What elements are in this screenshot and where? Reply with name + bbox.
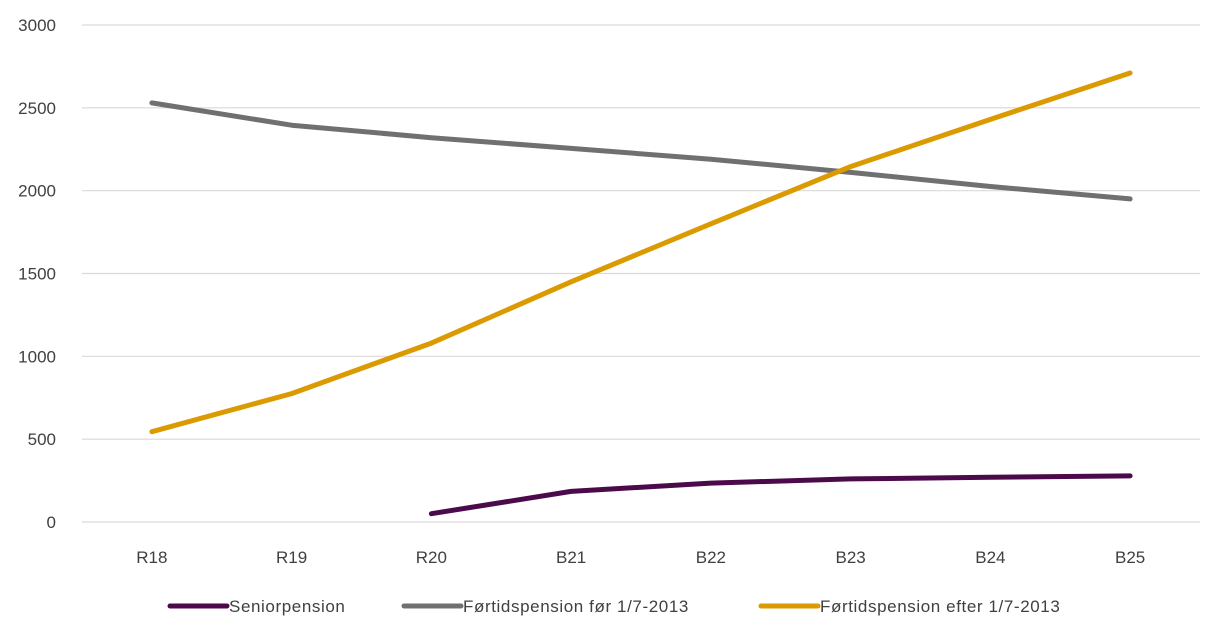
y-tick-label: 1500 <box>18 265 56 284</box>
y-tick-label: 3000 <box>18 16 56 35</box>
x-tick-label: R18 <box>136 548 167 567</box>
y-tick-label: 500 <box>28 430 56 449</box>
x-tick-label: B25 <box>1115 548 1145 567</box>
x-tick-label: R19 <box>276 548 307 567</box>
legend-label-2: Førtidspension efter 1/7-2013 <box>820 597 1060 616</box>
y-tick-label: 1000 <box>18 347 56 366</box>
series-line-0 <box>428 473 1133 517</box>
gridlines <box>82 24 1200 523</box>
series-line-2 <box>149 70 1133 435</box>
x-tick-label: B22 <box>696 548 726 567</box>
x-tick-label: B24 <box>975 548 1005 567</box>
y-tick-label: 2500 <box>18 99 56 118</box>
legend-label-0: Seniorpension <box>229 597 346 616</box>
x-tick-label: B21 <box>556 548 586 567</box>
x-axis-ticks: R18 R19 R20 B21 B22 B23 B24 B25 <box>136 548 1145 567</box>
series-line-1 <box>149 100 1133 202</box>
series-lines <box>149 70 1133 517</box>
legend-label-1: Førtidspension før 1/7-2013 <box>463 597 689 616</box>
y-axis-ticks: 0 500 1000 1500 2000 2500 3000 <box>18 16 56 532</box>
y-tick-label: 0 <box>47 513 56 532</box>
x-tick-label: B23 <box>836 548 866 567</box>
legend: Seniorpension Førtidspension før 1/7-2013… <box>167 597 1060 616</box>
y-tick-label: 2000 <box>18 182 56 201</box>
x-tick-label: R20 <box>416 548 447 567</box>
